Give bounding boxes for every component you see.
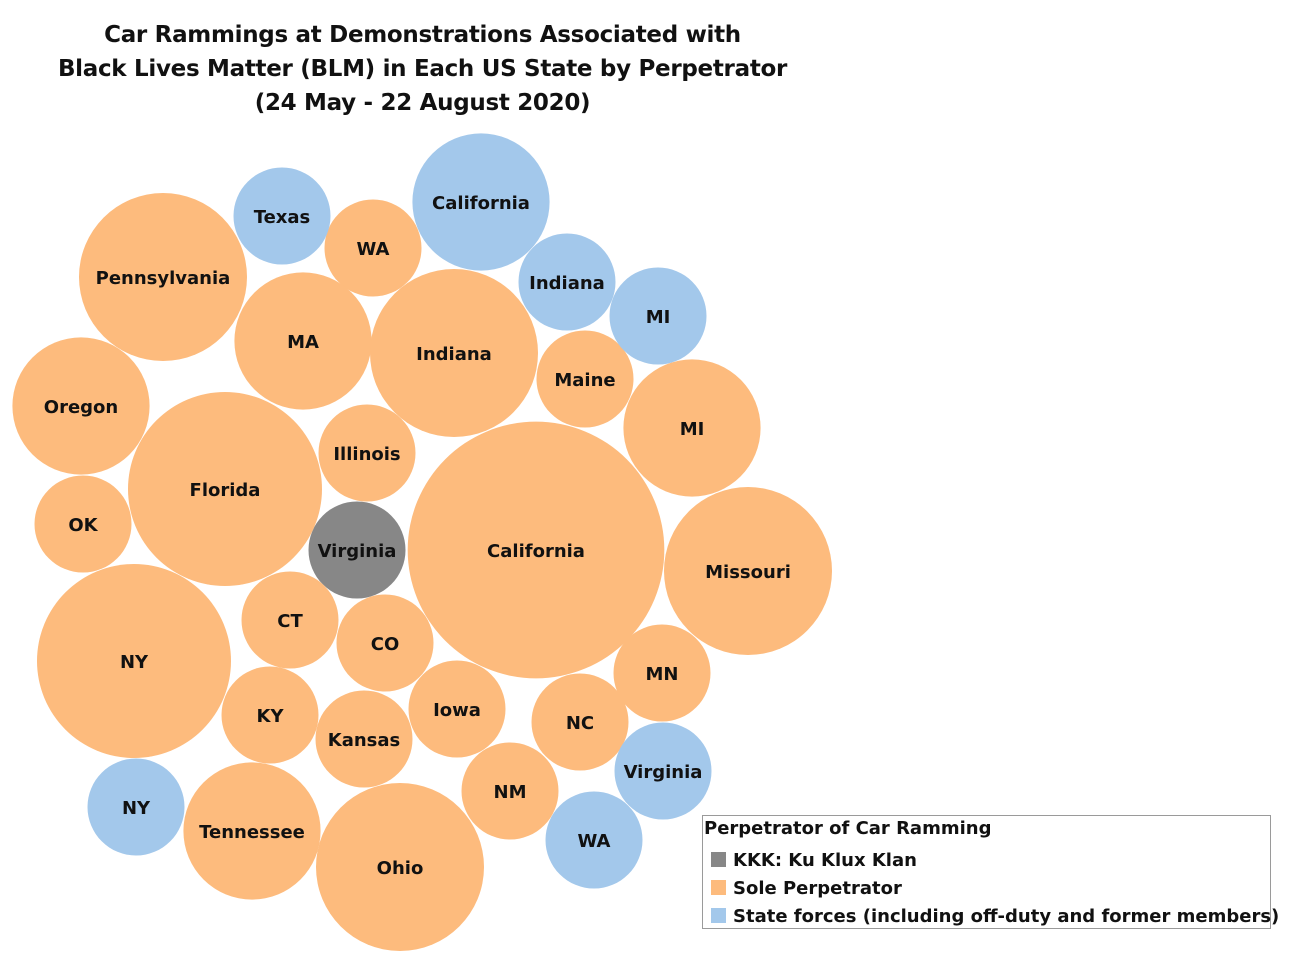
bubble-sole-nm bbox=[461, 742, 559, 840]
bubble-label-sole-nm: NM bbox=[494, 782, 527, 803]
bubble-sole-mi bbox=[623, 359, 761, 497]
bubble-sole-kansas bbox=[315, 690, 413, 788]
bubble-label-sole-nc: NC bbox=[566, 713, 594, 734]
bubble-sole-maine bbox=[536, 330, 634, 428]
bubble-sole-oregon bbox=[12, 337, 150, 475]
bubble-label-sole-ct: CT bbox=[277, 611, 303, 632]
bubble-label-sole-co: CO bbox=[371, 634, 400, 655]
bubble-label-sole-ky: KY bbox=[257, 706, 285, 727]
chart-title-line-3: (24 May - 22 August 2020) bbox=[254, 90, 591, 116]
bubble-state-indiana bbox=[518, 233, 616, 331]
bubble-sole-tennessee bbox=[183, 762, 321, 900]
legend-entry-sole: Sole Perpetrator bbox=[711, 878, 902, 902]
bubble-sole-ok bbox=[34, 475, 132, 573]
bubble-label-sole-kansas: Kansas bbox=[328, 730, 400, 751]
bubble-sole-ky bbox=[221, 666, 319, 764]
legend-swatch-sole bbox=[711, 879, 726, 895]
bubble-label-sole-missouri: Missouri bbox=[705, 562, 791, 583]
bubble-sole-co bbox=[336, 594, 434, 692]
legend-swatch-state bbox=[711, 907, 726, 923]
bubble-label-sole-california: California bbox=[487, 541, 585, 562]
bubble-label-state-mi: MI bbox=[646, 307, 671, 328]
bubble-sole-florida bbox=[128, 392, 322, 586]
bubble-label-state-indiana: Indiana bbox=[529, 273, 605, 294]
legend-entry-kkk: KKK: Ku Klux Klan bbox=[711, 850, 917, 874]
bubble-sole-ohio bbox=[315, 782, 485, 952]
bubble-sole-illinois bbox=[318, 404, 416, 502]
bubble-label-state-virginia: Virginia bbox=[624, 762, 703, 783]
bubble-sole-ct bbox=[241, 571, 339, 669]
legend-label-state: State forces (including off-duty and for… bbox=[733, 906, 1280, 927]
bubble-label-sole-illinois: Illinois bbox=[333, 444, 400, 465]
chart-title-line-1: Car Rammings at Demonstrations Associate… bbox=[104, 22, 741, 48]
bubble-label-sole-mn: MN bbox=[646, 664, 679, 685]
bubble-label-state-wa: WA bbox=[578, 831, 611, 852]
bubble-state-mi bbox=[609, 267, 707, 365]
bubble-state-texas bbox=[233, 167, 331, 265]
bubble-label-sole-tennessee: Tennessee bbox=[199, 822, 305, 843]
bubble-label-state-ny: NY bbox=[122, 798, 151, 819]
bubble-label-kkk-virginia: Virginia bbox=[318, 541, 397, 562]
bubble-state-virginia bbox=[614, 722, 712, 820]
bubble-sole-ma bbox=[234, 272, 372, 410]
bubble-label-state-california: California bbox=[432, 193, 530, 214]
legend-label-sole: Sole Perpetrator bbox=[733, 878, 902, 899]
bubble-sole-missouri bbox=[663, 486, 833, 656]
bubble-label-sole-wa: WA bbox=[357, 239, 390, 260]
bubble-state-california bbox=[412, 133, 550, 271]
chart-title: Car Rammings at Demonstrations Associate… bbox=[0, 18, 845, 120]
bubble-sole-indiana bbox=[369, 268, 539, 438]
bubble-state-wa bbox=[545, 791, 643, 889]
bubble-label-sole-ma: MA bbox=[287, 332, 319, 353]
bubble-label-sole-iowa: Iowa bbox=[433, 700, 481, 721]
bubble-kkk-virginia bbox=[308, 501, 406, 599]
bubble-label-sole-ny: NY bbox=[120, 652, 149, 673]
bubble-sole-wa bbox=[324, 199, 422, 297]
bubble-label-sole-maine: Maine bbox=[554, 370, 615, 391]
legend-title: Perpetrator of Car Ramming bbox=[704, 818, 992, 839]
bubble-label-sole-mi: MI bbox=[680, 419, 705, 440]
bubble-sole-mn bbox=[613, 624, 711, 722]
bubble-label-sole-florida: Florida bbox=[190, 480, 261, 501]
legend-entry-state: State forces (including off-duty and for… bbox=[711, 906, 1279, 930]
bubble-label-sole-oregon: Oregon bbox=[44, 397, 118, 418]
chart-title-line-2: Black Lives Matter (BLM) in Each US Stat… bbox=[57, 56, 788, 82]
bubble-sole-ny bbox=[37, 564, 231, 758]
legend-label-kkk: KKK: Ku Klux Klan bbox=[733, 850, 917, 871]
bubble-sole-iowa bbox=[408, 660, 506, 758]
bubble-sole-california bbox=[407, 421, 665, 679]
bubble-label-sole-indiana: Indiana bbox=[416, 344, 492, 365]
bubble-label-sole-ohio: Ohio bbox=[377, 858, 424, 879]
bubble-label-sole-pennsylvania: Pennsylvania bbox=[96, 268, 231, 289]
bubble-sole-pennsylvania bbox=[78, 192, 248, 362]
legend: Perpetrator of Car Ramming KKK: Ku Klux … bbox=[702, 815, 1279, 929]
bubble-label-state-texas: Texas bbox=[254, 207, 311, 228]
legend-swatch-kkk bbox=[711, 851, 726, 867]
bubble-label-sole-ok: OK bbox=[68, 515, 98, 536]
bubble-sole-nc bbox=[531, 673, 629, 771]
bubble-state-ny bbox=[87, 758, 185, 856]
